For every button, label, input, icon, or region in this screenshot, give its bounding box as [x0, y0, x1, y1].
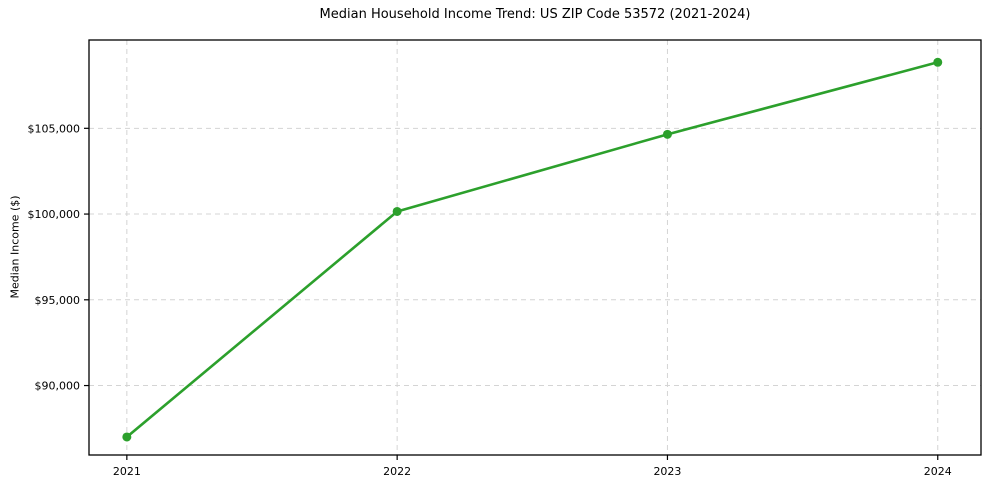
y-tick-label: $100,000: [28, 208, 81, 221]
data-point: [662, 129, 672, 139]
x-tick-label: 2022: [383, 465, 411, 478]
data-point: [392, 206, 402, 216]
y-tick-label: $90,000: [35, 380, 81, 393]
y-axis-label: Median Income ($): [8, 195, 22, 299]
x-tick-label: 2023: [653, 465, 681, 478]
x-tick-label: 2024: [924, 465, 952, 478]
data-point: [933, 57, 943, 67]
plot-border: [88, 39, 982, 456]
data-point: [122, 432, 132, 442]
data-line: [125, 60, 940, 439]
x-tick-label: 2021: [113, 465, 141, 478]
y-tick-label: $105,000: [28, 122, 81, 135]
y-tick-label: $95,000: [35, 294, 81, 307]
chart-title: Median Household Income Trend: US ZIP Co…: [319, 7, 751, 22]
